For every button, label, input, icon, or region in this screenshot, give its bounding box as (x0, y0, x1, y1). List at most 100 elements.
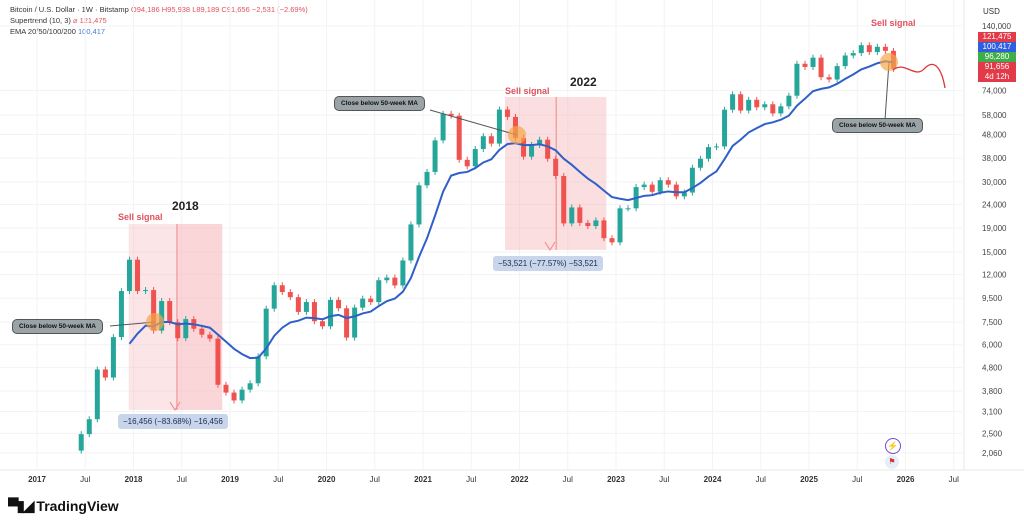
x-tick-label: 2017 (28, 475, 46, 484)
x-tick-label: 2024 (704, 475, 722, 484)
price-tag: 100,417 (978, 42, 1016, 52)
x-tick-label: Jul (852, 475, 862, 484)
candle (143, 290, 149, 292)
candle (255, 356, 261, 384)
candle (159, 301, 165, 331)
candle (697, 158, 703, 168)
year-label-2022: 2022 (570, 75, 597, 89)
year-label-2018: 2018 (172, 199, 199, 213)
x-tick-label: Jul (949, 475, 959, 484)
candle (231, 392, 237, 401)
sell-zone-2018 (176, 224, 223, 410)
flag-icon[interactable]: ⚑ (885, 455, 899, 469)
y-tick-label: 48,000 (982, 130, 1007, 139)
y-tick-label: 2,500 (982, 429, 1003, 438)
x-tick-label: Jul (659, 475, 669, 484)
y-tick-label: 74,000 (982, 87, 1007, 96)
x-tick-label: 2019 (221, 475, 239, 484)
projection-line (892, 63, 946, 89)
candle (786, 95, 792, 107)
callout-connector (429, 109, 518, 136)
candle (424, 171, 430, 186)
candle (456, 115, 462, 160)
candle (850, 53, 856, 56)
candle (295, 297, 301, 312)
legend: Bitcoin / U.S. Dollar · 1W · Bitstamp O9… (10, 4, 308, 37)
candle (151, 290, 157, 331)
y-tick-label: 12,000 (982, 271, 1007, 280)
candle (311, 302, 317, 322)
y-tick-label: 38,000 (982, 154, 1007, 163)
candle (866, 45, 872, 53)
ohlc-close: C91,656 (221, 5, 250, 14)
candle (569, 207, 575, 224)
candle (625, 208, 631, 210)
candle (826, 77, 832, 80)
candle (135, 259, 141, 292)
candle (239, 389, 245, 401)
candle (167, 301, 173, 323)
y-tick-label: 30,000 (982, 178, 1007, 187)
candle (440, 113, 446, 141)
supertrend-label[interactable]: Supertrend (10, 3) (10, 16, 71, 25)
candle (199, 328, 205, 335)
y-tick-label: 19,000 (982, 224, 1007, 233)
x-tick-label: Jul (177, 475, 187, 484)
candle (376, 280, 382, 303)
currency-label: USD (983, 7, 1000, 16)
candle (561, 175, 567, 224)
y-tick-label: 6,000 (982, 341, 1003, 350)
candle (617, 208, 623, 243)
tradingview-logo[interactable]: ▀▮◢ TradingView (8, 497, 119, 515)
y-tick-label: 7,500 (982, 318, 1003, 327)
y-tick-label: 3,800 (982, 387, 1003, 396)
candle (448, 113, 454, 116)
supertrend-value: ⌀ 121,475 (72, 16, 107, 25)
candle (336, 299, 342, 309)
candle (722, 109, 728, 147)
candle (802, 63, 808, 67)
x-tick-label: Jul (466, 475, 476, 484)
x-tick-label: Jul (370, 475, 380, 484)
candle (601, 220, 607, 239)
y-tick-label: 24,000 (982, 200, 1007, 209)
lightning-icon[interactable]: ⚡ (885, 438, 901, 454)
ema-value: 100,417 (77, 27, 106, 36)
candle (344, 308, 350, 338)
ohlc-open: O94,186 (130, 5, 160, 14)
y-tick-label: 140,000 (982, 22, 1011, 31)
ema-label[interactable]: EMA 20/50/100/200 (10, 27, 76, 36)
price-tag: 4d 12h (978, 72, 1016, 82)
measure-arrow-2018 (169, 401, 181, 411)
candle (593, 220, 599, 226)
candle (689, 167, 695, 193)
x-tick-label: 2022 (511, 475, 529, 484)
candle (223, 384, 229, 393)
candle (319, 321, 325, 327)
candle (183, 319, 189, 339)
callout-close-below-2022: Close below 50-week MA (334, 96, 425, 111)
candle (368, 298, 374, 303)
candle (472, 149, 478, 167)
candle (641, 184, 647, 188)
x-tick-label: 2025 (800, 475, 818, 484)
sell-signal-2025: Sell signal (871, 18, 916, 28)
candle (762, 104, 768, 108)
y-tick-label: 3,100 (982, 408, 1003, 417)
candle (352, 307, 358, 338)
candle (714, 146, 720, 148)
candle (86, 419, 92, 435)
candle (416, 185, 422, 225)
candle (480, 136, 486, 150)
candle (102, 369, 108, 378)
candle (400, 260, 406, 286)
candle (432, 140, 438, 172)
y-tick-label: 15,000 (982, 248, 1007, 257)
candle (882, 46, 888, 51)
candle (207, 334, 213, 339)
candle (504, 109, 510, 117)
candle (705, 147, 711, 159)
candle (215, 338, 221, 385)
candle (818, 57, 824, 78)
